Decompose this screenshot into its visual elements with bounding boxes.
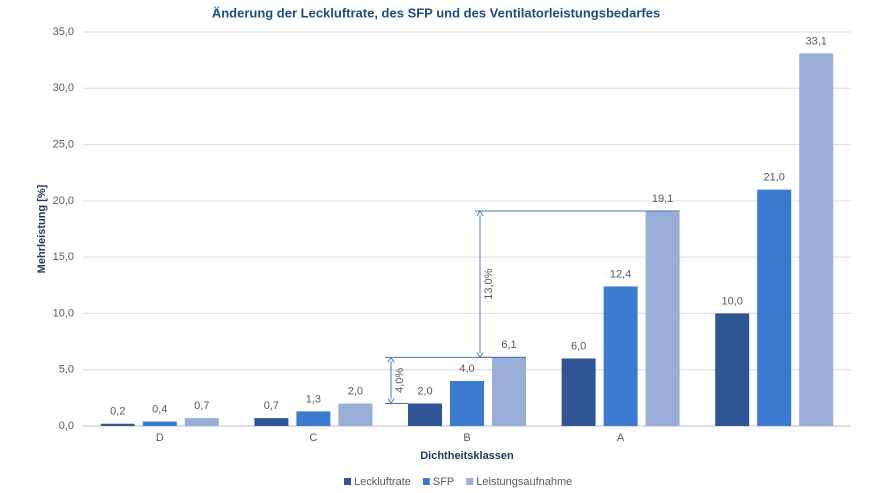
value-label: 21,0	[763, 172, 784, 184]
bar	[338, 403, 373, 426]
x-tick-label: B	[463, 432, 470, 444]
x-axis-title: Dichtheitsklassen	[420, 450, 514, 462]
bar	[142, 421, 177, 426]
value-label: 0,7	[264, 400, 279, 412]
value-label: 0,4	[152, 403, 167, 415]
value-label: 6,0	[571, 340, 586, 352]
value-label: 12,4	[610, 268, 631, 280]
bar	[799, 53, 834, 426]
value-label: 33,1	[805, 35, 826, 47]
value-label: 4,0	[459, 363, 474, 375]
y-tick-label: 0,0	[59, 420, 74, 432]
annotation: 4,0%	[394, 368, 406, 393]
y-axis-title: Mehrleistung [%]	[36, 184, 48, 273]
chart-title: Änderung der Leckluftrate, des SFP und d…	[212, 5, 660, 20]
bar	[645, 210, 680, 426]
annotation: 13,0%	[483, 268, 495, 299]
x-tick-label: D	[156, 432, 164, 444]
y-tick-label: 35,0	[53, 26, 74, 38]
x-tick-label: C	[309, 432, 317, 444]
bar	[492, 357, 526, 426]
x-tick-label: A	[617, 432, 625, 444]
y-tick-label: 15,0	[53, 251, 74, 263]
value-label: 6,1	[501, 339, 516, 351]
legend-label: Leistungsaufnahme	[476, 476, 572, 488]
value-label: 0,7	[194, 400, 209, 412]
bar	[757, 189, 792, 426]
bar	[100, 423, 135, 426]
arrow-head	[476, 210, 484, 217]
value-label: 0,2	[110, 406, 125, 418]
bar	[715, 313, 750, 426]
y-tick-label: 25,0	[53, 138, 74, 150]
value-label: 10,0	[721, 295, 742, 307]
y-tick-label: 20,0	[53, 195, 74, 207]
value-label: 1,3	[306, 393, 321, 405]
legend-label: Leckluftrate	[354, 476, 411, 488]
value-label: 2,0	[417, 385, 432, 397]
y-tick-label: 30,0	[53, 82, 74, 94]
value-label: 19,1	[652, 193, 673, 205]
arrow-head	[387, 398, 395, 405]
value-label: 2,0	[348, 385, 363, 397]
bar	[254, 418, 289, 426]
arrow-head	[476, 352, 484, 359]
bar	[450, 380, 484, 426]
legend-swatch	[344, 478, 351, 485]
bar	[296, 411, 331, 426]
arrow-head	[387, 356, 395, 363]
y-tick-label: 5,0	[59, 364, 74, 376]
bar	[408, 403, 442, 426]
legend-swatch	[466, 478, 474, 485]
bar	[184, 418, 219, 426]
legend-swatch	[422, 478, 430, 485]
legend-label: SFP	[433, 476, 454, 488]
bar	[603, 286, 638, 426]
y-tick-label: 10,0	[53, 307, 74, 319]
bar	[561, 358, 596, 426]
